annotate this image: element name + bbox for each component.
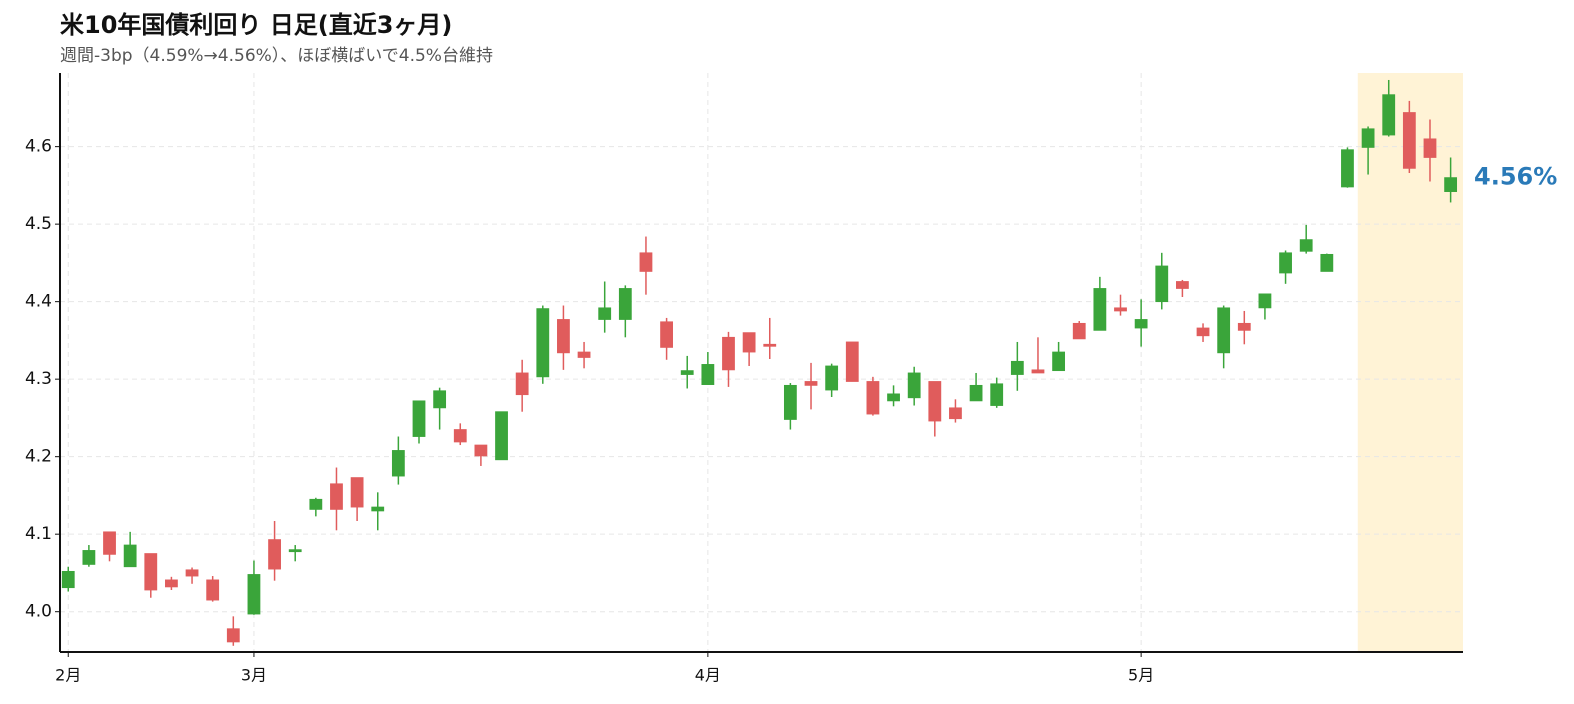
- candle-body: [1320, 253, 1334, 272]
- candle-body: [1341, 149, 1354, 188]
- chart-subtitle: 週間-3bp（4.59%→4.56%）、ほぼ横ばいで4.5%台維持: [60, 46, 493, 66]
- candle-body: [1423, 138, 1437, 158]
- candle-body: [1134, 319, 1148, 329]
- candle-body: [660, 321, 673, 348]
- candle-body: [1093, 288, 1107, 331]
- candle-body: [288, 549, 302, 553]
- candle-body: [866, 381, 880, 415]
- candle-body: [330, 483, 343, 510]
- candle-body: [1402, 112, 1416, 169]
- candle-body: [474, 444, 488, 457]
- y-tick-label: 4.2: [25, 447, 52, 467]
- x-tick-label: 5月: [1128, 666, 1154, 685]
- candle-body: [206, 579, 220, 601]
- candle-body: [557, 319, 570, 354]
- candle-body: [1361, 128, 1375, 148]
- candle-body: [783, 384, 797, 420]
- candle-body: [1237, 322, 1251, 331]
- candle-body: [680, 370, 694, 375]
- candle-body: [453, 429, 467, 443]
- candle-body: [1114, 307, 1127, 312]
- chart-title: 米10年国債利回り 日足(直近3ヶ月): [60, 11, 452, 39]
- candle-body: [536, 308, 550, 378]
- candle-body: [1258, 293, 1272, 309]
- candle-body: [845, 341, 859, 382]
- candle-body: [1382, 94, 1396, 136]
- candle-body: [247, 574, 261, 615]
- candle-body: [350, 477, 364, 508]
- candle-body: [226, 628, 240, 643]
- candle-body: [1072, 322, 1086, 340]
- candle-body: [1217, 307, 1231, 354]
- candle-body: [1279, 252, 1292, 274]
- candle-body: [804, 381, 818, 386]
- candle-body: [165, 579, 178, 588]
- highlight-band: [1357, 73, 1463, 652]
- candle-body: [887, 393, 900, 402]
- candle-body: [309, 498, 323, 510]
- candle-body: [123, 544, 137, 568]
- candle-body: [391, 450, 405, 477]
- candle-body: [1299, 239, 1313, 252]
- y-tick-label: 4.0: [25, 602, 52, 622]
- last-value-label: 4.56%: [1474, 163, 1557, 191]
- candle-body: [61, 570, 75, 589]
- candle-body: [185, 569, 199, 577]
- x-tick-label: 3月: [241, 666, 267, 685]
- x-tick-label: 2月: [55, 666, 81, 685]
- candle-body: [639, 252, 653, 272]
- candle-body: [103, 531, 116, 555]
- candle-body: [742, 332, 756, 353]
- candle-body: [371, 506, 385, 512]
- candle-body: [1176, 281, 1189, 289]
- candle-body: [1444, 177, 1458, 192]
- candle-body: [949, 407, 962, 420]
- y-tick-label: 4.1: [25, 524, 52, 544]
- y-tick-label: 4.5: [25, 214, 52, 234]
- y-tick-label: 4.4: [25, 292, 52, 312]
- y-tick-label: 4.3: [25, 369, 52, 389]
- candle-body: [412, 400, 426, 437]
- candle-body: [82, 550, 96, 565]
- candle-body: [144, 553, 158, 591]
- candle-body: [495, 411, 508, 461]
- candle-body: [1155, 265, 1169, 303]
- candle-body: [990, 383, 1004, 406]
- candle-body: [618, 288, 632, 320]
- candle-body: [969, 384, 983, 402]
- candle-body: [268, 539, 281, 570]
- candle-body: [1031, 369, 1045, 374]
- candle-body: [701, 364, 715, 385]
- candle-body: [433, 390, 447, 409]
- candle-body: [907, 372, 921, 399]
- x-tick-label: 4月: [695, 666, 721, 685]
- candle-body: [598, 307, 612, 320]
- candle-body: [928, 381, 942, 422]
- candle-body: [515, 372, 529, 396]
- candle-body: [825, 365, 839, 391]
- candle-body: [577, 351, 591, 358]
- candle-body: [722, 336, 735, 371]
- y-tick-label: 4.6: [25, 137, 52, 157]
- candle-body: [1052, 351, 1066, 372]
- candle-body: [1196, 327, 1210, 337]
- candle-body: [763, 343, 777, 347]
- candle-body: [1010, 360, 1024, 375]
